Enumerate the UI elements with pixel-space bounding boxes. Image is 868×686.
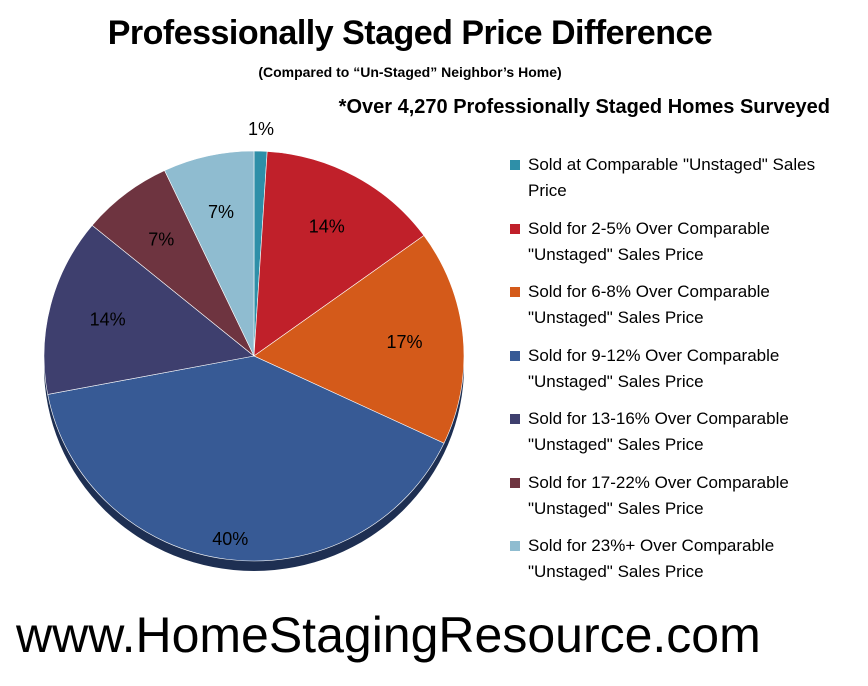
- chart-subtitle: (Compared to “Un-Staged” Neighbor’s Home…: [258, 64, 562, 80]
- website-url: www.HomeStagingResource.com: [16, 607, 761, 663]
- pie-label-4: 40%: [212, 529, 248, 549]
- legend-swatch: [510, 350, 520, 361]
- legend-label: Sold for 17-22% Over Comparable "Unstage…: [528, 472, 789, 518]
- legend-item-2: Sold for 2-5% Over Comparable "Unstaged"…: [510, 216, 850, 280]
- legend-swatch: [510, 541, 520, 551]
- pie-label-2: 14%: [309, 217, 345, 237]
- legend-item-1: Sold at Comparable "Unstaged" Sales Pric…: [510, 152, 850, 216]
- pie-slice-3: [253, 235, 465, 444]
- legend-item-4: Sold for 9-12% Over Comparable "Unstaged…: [510, 343, 850, 407]
- pie-slice-5: [43, 224, 255, 395]
- legend-item-3: Sold for 6-8% Over Comparable "Unstaged"…: [510, 279, 850, 343]
- pie-label-7: 7%: [208, 202, 234, 222]
- legend-label: Sold for 9-12% Over Comparable "Unstaged…: [528, 345, 780, 391]
- pie-slice-2: [253, 151, 425, 357]
- survey-note: *Over 4,270 Professionally Staged Homes …: [338, 96, 830, 118]
- legend-item-5: Sold for 13-16% Over Comparable "Unstage…: [510, 406, 850, 470]
- legend-swatch: [510, 414, 520, 424]
- legend-label: Sold at Comparable "Unstaged" Sales Pric…: [528, 155, 816, 200]
- legend-swatch: [510, 287, 520, 297]
- chart-title: Professionally Staged Price Difference: [107, 14, 713, 52]
- legend-label: Sold for 6-8% Over Comparable "Unstaged"…: [528, 282, 770, 327]
- legend-item-6: Sold for 17-22% Over Comparable "Unstage…: [510, 470, 850, 534]
- pie-label-6: 7%: [148, 229, 174, 249]
- chart-legend: Sold at Comparable "Unstaged" Sales Pric…: [510, 152, 850, 597]
- legend-swatch: [510, 160, 520, 170]
- pie-slice-7: [164, 150, 255, 357]
- pie-label-1: 1%: [248, 119, 274, 139]
- legend-label: Sold for 13-16% Over Comparable "Unstage…: [528, 409, 789, 454]
- pie-slice-4: [47, 355, 445, 562]
- pie-chart: 1% 14% 17% 40% 14% 7% 7%: [43, 119, 465, 571]
- legend-swatch: [510, 223, 520, 234]
- legend-swatch: [510, 477, 520, 488]
- pie-label-5: 14%: [90, 309, 126, 329]
- legend-label: Sold for 23%+ Over Comparable "Unstaged"…: [528, 536, 775, 581]
- legend-item-7: Sold for 23%+ Over Comparable "Unstaged"…: [510, 533, 850, 597]
- pie-label-3: 17%: [386, 332, 422, 352]
- legend-label: Sold for 2-5% Over Comparable "Unstaged"…: [528, 218, 770, 264]
